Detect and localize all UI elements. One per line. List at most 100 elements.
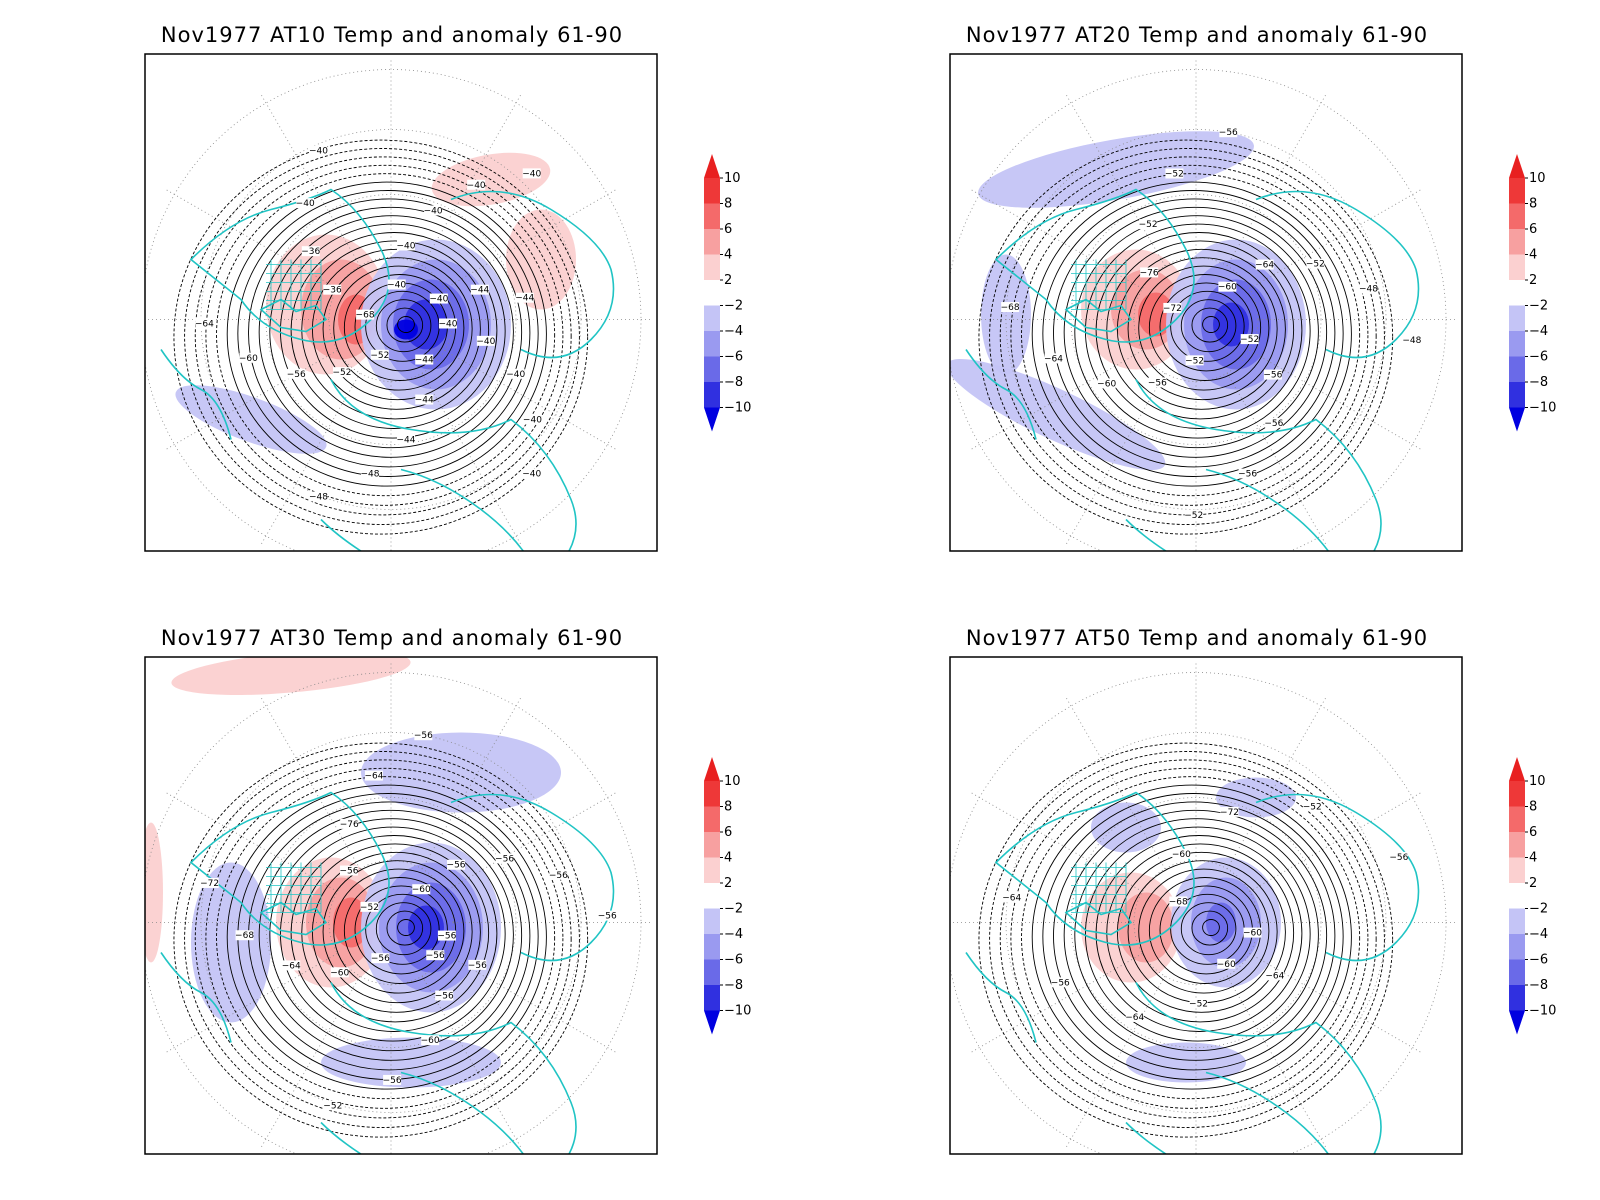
contour-label: −52 [1189,1000,1208,1010]
contour-label-bg [1219,127,1238,138]
meridian [1249,792,1422,892]
contour-label-bg [415,354,434,365]
contour-label: −48 [309,492,328,502]
contour-label: −44 [397,436,416,446]
temperature-contour [279,826,506,1042]
colorbar-segment [1509,203,1525,229]
contour-label: −52 [1240,335,1259,345]
meridian [421,697,522,870]
colorbar-label: −4 [724,324,743,339]
temperature-contour [1085,826,1311,1042]
contour-label-bg [1359,283,1378,294]
colorbar-segment [704,781,720,807]
contour-label: −40 [476,337,495,347]
contour-label: −36 [301,247,320,257]
meridian [444,953,617,1053]
colorbar-label: 4 [1529,248,1537,263]
contour-label-bg [287,368,306,379]
temperature-contour [343,877,457,984]
contour-label: −56 [598,912,617,922]
colorbar-segment [704,985,720,1011]
temperature-contour [248,198,531,468]
colorbar-label: −4 [1529,927,1548,942]
contour-label-bg [424,205,443,216]
contour-label: −56 [1389,853,1408,863]
coastline [1064,298,1133,333]
coastline [189,791,390,946]
temperature-contour [205,164,564,506]
contour-label-bg [467,179,486,190]
contour-label: −52 [1165,169,1184,179]
contour-label-bg [1402,334,1421,345]
colorbar-segment [1509,806,1525,832]
contour-label-bg [323,1100,342,1111]
contour-label-bg [439,318,457,329]
contour-label-bg [447,859,466,870]
anomaly-shading [1126,1042,1246,1083]
temperature-contour [258,206,523,458]
contour-label: −64 [1125,1013,1144,1023]
contour-label-bg [1148,377,1167,388]
temperature-contour [978,139,1394,535]
temperature-contour [1138,265,1270,391]
colorbar-segment [1509,934,1525,960]
contour-label-bg [1389,851,1408,862]
colorbar-segment [704,229,720,255]
temperature-contour [989,751,1385,1128]
contour-label: −52 [360,903,379,913]
anomaly-shading [394,319,418,340]
temperature-contour [1021,173,1361,497]
contour-label: −68 [235,931,254,941]
contour-label-bg [1185,355,1204,366]
map-panel: Nov1977 AT10 Temp and anomaly 61-90−40−4… [144,23,751,552]
coastline [160,349,232,440]
colorbar-under-triangle [1509,1010,1525,1035]
temperature-contour [1063,206,1328,458]
contour-label: −44 [415,356,434,366]
contour-label: −40 [506,370,525,380]
anomaly-shading [145,822,163,963]
map-frame [144,656,658,1155]
contour-label-bg [1044,353,1063,364]
colorbar-label: −8 [1529,978,1548,993]
coastline [1064,901,1133,936]
temperature-contour [333,868,465,994]
coastline [189,188,390,343]
contour-label-bg [1125,1011,1144,1022]
meridian [165,953,338,1053]
anomaly-shading [981,254,1031,375]
contour-label-bg [1139,219,1158,230]
colorbar-label: 8 [724,800,732,815]
colorbar-label: −2 [1529,299,1548,314]
contour-label: −60 [1217,960,1236,970]
anomaly-shading [361,732,561,813]
colorbar-label: −10 [724,1004,751,1019]
colorbar-segment [1509,959,1525,985]
contour-label-bg [239,352,258,363]
temperature-contour [269,818,514,1052]
latitude-circle [265,797,517,1048]
contour-label-bg [522,168,541,179]
colorbar-label: −6 [1529,953,1548,968]
contour-label: −40 [522,470,541,480]
colorbar-label: 4 [724,248,732,263]
colorbar-segment [1509,883,1525,909]
meridian [444,350,617,450]
temperature-contour [1191,910,1229,946]
contour-label-bg [522,468,541,479]
contour-label-bg [361,468,380,479]
colorbar: 10 8 6 4 2 −2 −4 −6 −8 −10 [1509,154,1556,432]
anomaly-shading [1206,902,1236,943]
contour-label-bg [515,292,534,303]
contour-label: −56 [1051,978,1070,988]
contour-label-bg [1169,896,1188,907]
meridian [1065,94,1166,267]
temperature-contour [184,148,580,525]
contour-label: −64 [1044,354,1063,364]
contour-label: −48 [1359,285,1378,295]
contour-label: −48 [361,470,380,480]
meridian [165,350,338,450]
anomaly-shading [978,131,1254,208]
temperature-contour [1191,307,1229,343]
